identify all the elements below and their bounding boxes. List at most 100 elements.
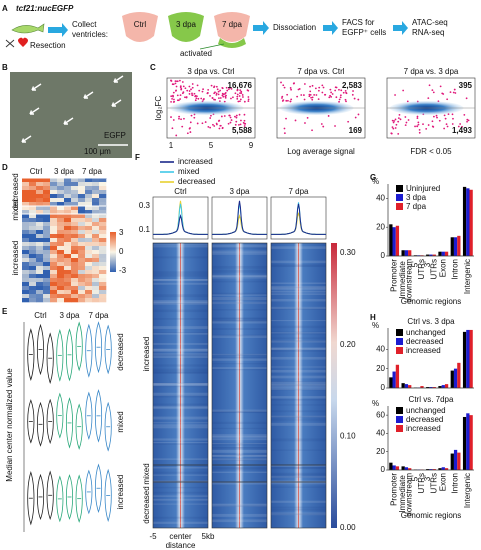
heatmap-texture [212,250,267,254]
heatmap-texture [271,410,326,413]
count-up: 395 [459,81,473,90]
heatmap-cell [78,230,86,235]
legend-swatch [396,338,403,345]
bar [457,235,461,256]
heatmap-cell [36,182,44,187]
ma-point [344,89,347,92]
heatmap-cell [50,298,58,303]
heatmap-cell [78,202,86,207]
ma-point [416,125,419,128]
ma-point [282,99,285,102]
ma-point [454,92,457,94]
heatmap-cell [43,246,51,251]
ma-point [328,96,331,99]
heatmap-texture [271,384,326,388]
ma-point [313,94,316,96]
ma-point [435,114,438,117]
ma-point [340,89,343,92]
ma-point [427,124,430,126]
heatmap-cell [57,214,65,219]
y-tick-label: 40 [376,194,385,203]
ma-point [195,97,198,100]
ma-point [234,92,237,95]
ma-point [229,121,232,124]
ma-point [443,127,446,130]
heatmap-cell [71,238,79,243]
ma-point [175,134,178,137]
heatmap-cell [64,234,72,239]
legend-swatch [396,194,403,201]
heatmap-cell [92,298,100,303]
heatmap-cell [22,250,30,255]
ma-point [227,88,230,90]
ma-point [221,127,224,130]
heatmap-texture [153,474,208,476]
violin [46,332,54,384]
ma-point [182,85,185,88]
ma-point [399,118,402,121]
heatmap-cell [29,262,37,267]
ma-point [442,93,445,95]
ma-point [232,96,234,99]
count-up: 16,676 [228,81,253,90]
heatmap-texture [153,301,208,304]
ma-point [194,99,197,102]
bar [429,469,433,470]
heatmap-texture [212,252,267,255]
heatmap-cell [78,290,86,295]
bar [426,387,430,388]
ma-point [428,84,431,87]
ma-point [189,131,192,133]
heatmap-cell [64,178,72,183]
heatmap-cell [99,294,107,299]
heatmap-frame [211,242,268,529]
ma-point [345,92,348,95]
ma-point [327,115,330,117]
heatmap-cell [22,226,30,231]
ma-point [184,96,186,99]
scale-tick-label: 0.00 [340,523,356,532]
heatmap-texture [271,369,326,373]
heatmap-cell [99,206,107,211]
heatmap-cell [64,222,72,227]
heatmap-cell [29,222,37,227]
heatmap-cell [36,282,44,287]
ma-point [229,86,231,89]
heatmap-texture [153,438,208,441]
ma-point [347,120,350,123]
ma-point [186,89,189,92]
legend-label: increased [406,424,441,433]
ma-point [241,94,244,96]
sample-label: 7 dpa [222,20,243,29]
heatmap-cell [50,258,58,263]
ma-point [238,100,241,103]
heart [18,37,28,47]
heatmap-cell [92,210,100,215]
heatmap-cell [99,266,107,271]
heatmap-cell [71,198,79,203]
cell-arrow [31,83,42,91]
heatmap-cell [43,234,51,239]
heatmap-texture [153,382,208,384]
bar [426,254,430,256]
count-down: 1,493 [452,126,473,135]
heatmap-cell [29,194,37,199]
ma-point [240,90,243,93]
heatmap-texture [153,355,208,358]
ma-point [335,96,338,99]
ma-point [213,125,216,127]
panel-label: E [2,307,8,316]
ma-point [321,84,324,87]
ma-point [466,120,468,123]
bar [392,371,396,388]
ma-point [191,92,193,95]
heatmap-cell [22,206,30,211]
heatmap-cell [57,210,65,215]
bar [466,413,470,470]
heatmap-cell [57,206,65,211]
scale-tick-label: 0.10 [340,432,356,441]
heatmap-cell [71,278,79,283]
heatmap-texture [271,506,326,509]
heatmap-cell [99,298,107,303]
heatmap-cell [22,278,30,283]
